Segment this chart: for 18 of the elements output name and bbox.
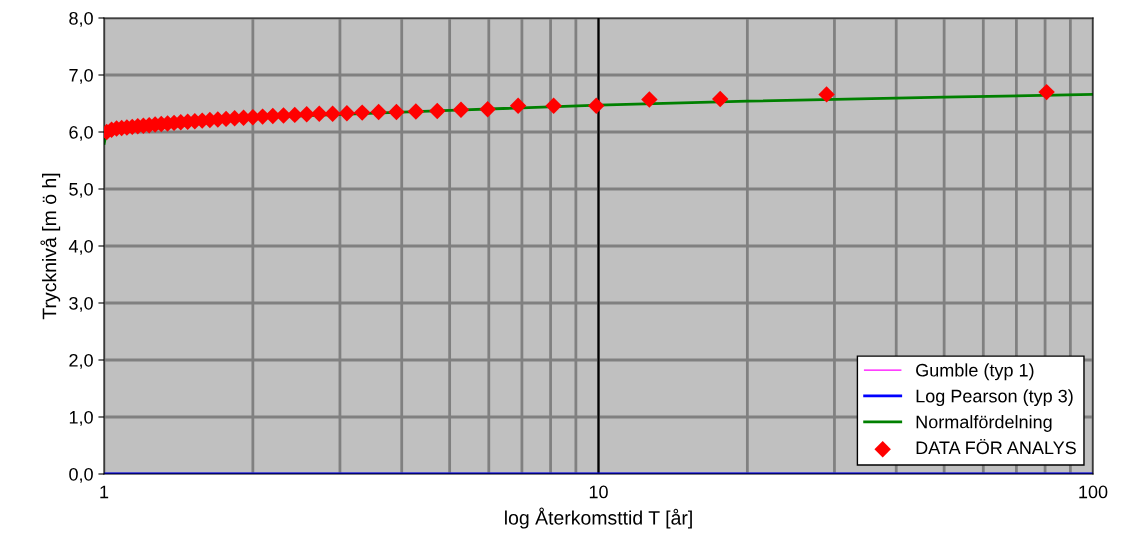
y-tick-label: 5,0 [69, 182, 93, 198]
y-tick-label: 0,0 [69, 467, 93, 483]
legend-label: DATA FÖR ANALYS [916, 438, 1076, 455]
y-tick-label: 4,0 [68, 239, 93, 255]
y-axis-title: Trycknivå [m ö h] [40, 173, 61, 320]
y-tick-label: 3,0 [69, 296, 93, 312]
x-tick-label: 10 [589, 485, 608, 499]
legend-label: Normalfördelning [916, 415, 1052, 432]
y-tick-label: 6,0 [69, 125, 93, 141]
legend-label: Gumble (typ 1) [916, 363, 1034, 381]
x-tick-label: 1 [100, 485, 109, 499]
y-tick-label: 1,0 [69, 410, 93, 426]
y-tick-label: 8,0 [69, 11, 93, 27]
x-axis-title: log Återkomsttid T [år] [505, 507, 692, 529]
y-tick-label: 7,0 [69, 68, 93, 84]
y-tick-label: 2,0 [69, 353, 93, 369]
x-tick-label: 100 [1079, 485, 1108, 499]
legend-label: Log Pearson (typ 3) [916, 389, 1073, 407]
